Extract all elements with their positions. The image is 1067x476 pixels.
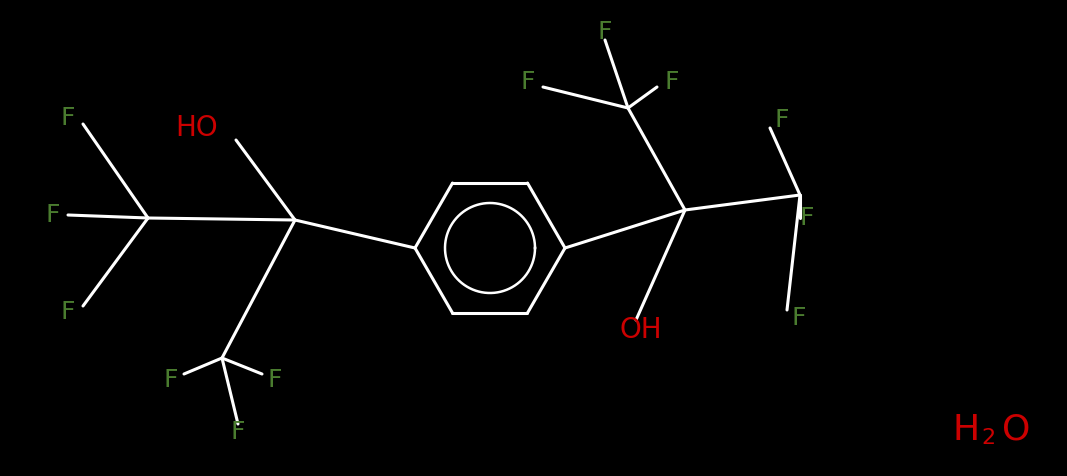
Text: F: F [665,70,680,94]
Text: O: O [1002,413,1031,447]
Text: H: H [953,413,980,447]
Text: F: F [61,106,75,130]
Text: F: F [521,70,535,94]
Text: F: F [230,420,245,444]
Text: F: F [163,368,178,392]
Text: OH: OH [620,316,663,344]
Text: HO: HO [175,114,218,142]
Text: F: F [775,108,790,132]
Text: F: F [61,300,75,324]
Text: F: F [268,368,283,392]
Text: F: F [598,20,612,44]
Text: F: F [46,203,60,227]
Text: F: F [800,206,814,230]
Text: F: F [792,306,807,330]
Text: 2: 2 [981,428,996,448]
